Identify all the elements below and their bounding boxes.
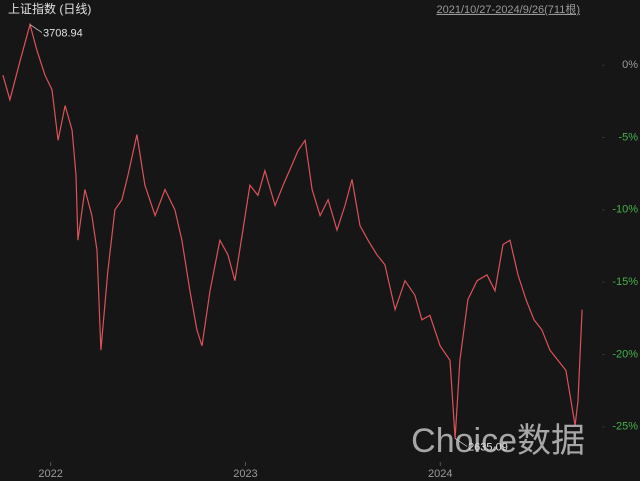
y-tick-label: -25% (612, 421, 638, 433)
x-tick-label: 2022 (38, 468, 62, 480)
annotation-pointer (29, 24, 43, 33)
annotation-pointer (454, 438, 468, 447)
x-tick-label: 2024 (428, 468, 452, 480)
y-tick-label: 0% (622, 59, 638, 71)
watermark: Choice数据 (411, 422, 585, 460)
annotation: 3708.94 (43, 28, 83, 40)
price-line (2, 22, 583, 439)
y-tick-label: -10% (612, 204, 638, 216)
x-tick-label: 2023 (233, 468, 257, 480)
chart-title: 上证指数 (日线) (8, 1, 91, 16)
y-tick-label: -15% (612, 276, 638, 288)
annotation: 2635.09 (468, 441, 508, 453)
y-tick-label: -5% (618, 131, 638, 143)
y-tick-label: -20% (612, 348, 638, 360)
date-range[interactable]: 2021/10/27-2024/9/26(711根) (436, 2, 580, 16)
